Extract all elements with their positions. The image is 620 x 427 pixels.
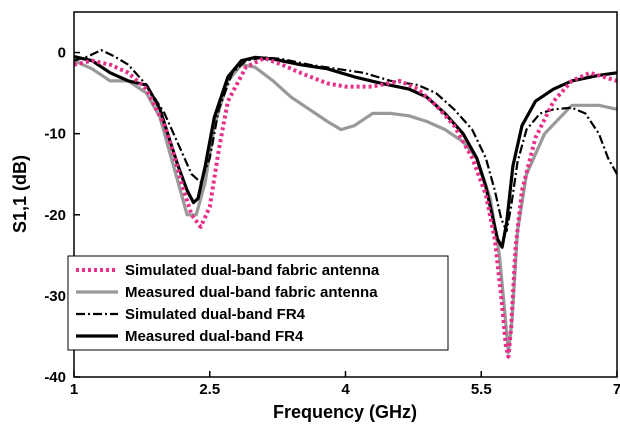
- y-tick-label: -10: [44, 126, 66, 143]
- y-tick-label: -20: [44, 207, 66, 224]
- x-axis-title: Frequency (GHz): [273, 402, 417, 422]
- x-tick-label: 5.5: [471, 381, 492, 398]
- x-tick-label: 4: [341, 381, 350, 398]
- x-tick-label: 7: [613, 381, 620, 398]
- series-line-3: [74, 49, 617, 233]
- legend-label-2: Measured dual-band fabric antenna: [125, 284, 378, 301]
- legend: Simulated dual-band fabric antenna Measur…: [67, 255, 449, 351]
- legend-label-1: Simulated dual-band fabric antenna: [125, 262, 380, 279]
- y-axis-title: S1,1 (dB): [10, 155, 30, 233]
- series-layer: [74, 49, 617, 359]
- y-tick-label: -40: [44, 369, 66, 386]
- legend-label-4: Measured dual-band FR4: [125, 328, 304, 345]
- tick-layer: 1 2.5 4 5.5 7 0 -10 -20 -30 -40: [44, 45, 620, 398]
- y-tick-label: 0: [58, 45, 66, 62]
- x-tick-label: 2.5: [199, 381, 220, 398]
- x-tick-label: 1: [70, 381, 78, 398]
- plot-frame: [73, 11, 618, 378]
- legend-label-3: Simulated dual-band FR4: [125, 306, 306, 323]
- series-line-1: [74, 56, 617, 359]
- legend-box: [67, 255, 449, 351]
- y-tick-label: -30: [44, 288, 66, 305]
